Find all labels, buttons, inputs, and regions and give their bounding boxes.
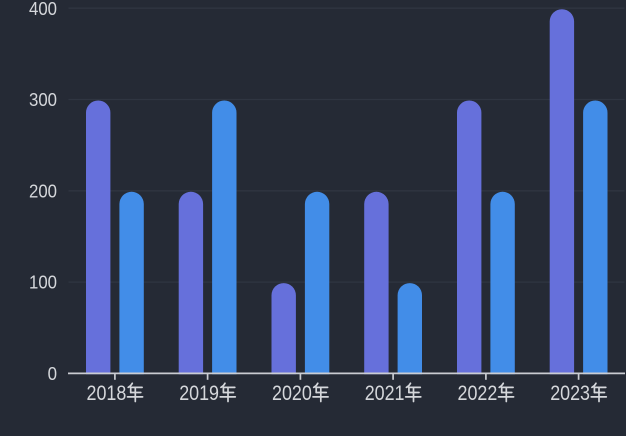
svg-text:400: 400: [29, 0, 57, 19]
svg-text:300: 300: [29, 89, 57, 110]
svg-text:2023: 2023: [550, 382, 590, 405]
svg-text:2018: 2018: [87, 382, 127, 405]
svg-text:100: 100: [29, 272, 57, 293]
svg-text:2022: 2022: [458, 382, 498, 405]
svg-text:200: 200: [29, 180, 57, 201]
svg-text:2021: 2021: [365, 382, 405, 405]
svg-text:2019: 2019: [179, 382, 219, 405]
svg-text:2020: 2020: [272, 382, 312, 405]
svg-text:0: 0: [48, 363, 57, 384]
